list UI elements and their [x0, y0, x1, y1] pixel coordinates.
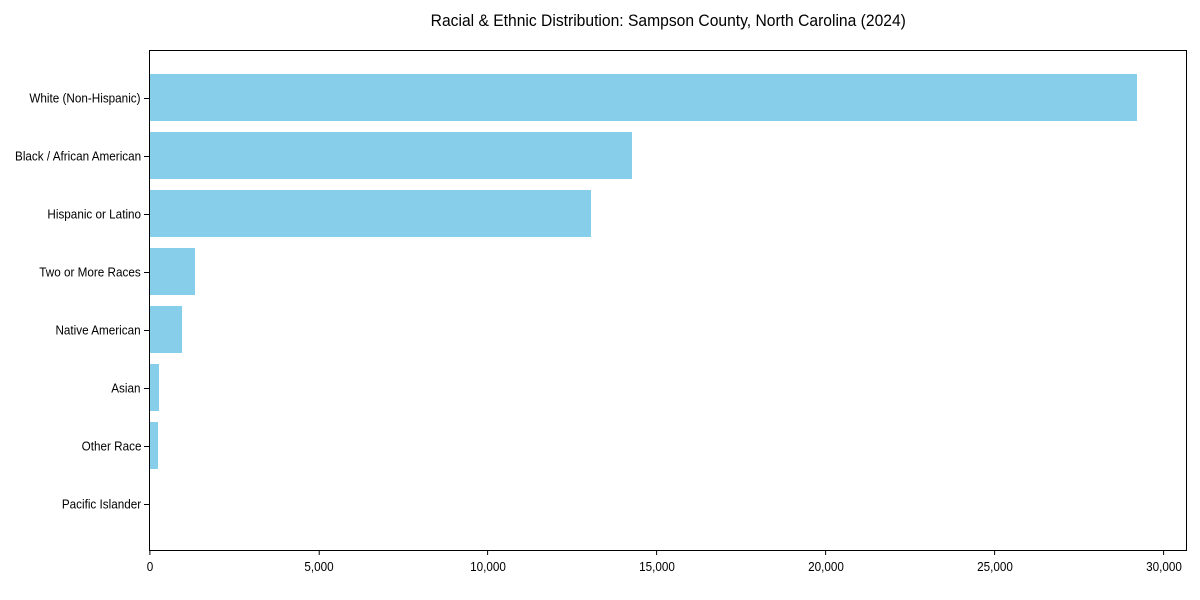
- x-axis-tick-label: 15,000: [638, 559, 675, 574]
- bar-rows: White (Non-Hispanic) Black / African Amer…: [15, 51, 1186, 550]
- x-axis-tick-mark: [1163, 550, 1165, 555]
- x-axis-tick: 10,000: [468, 550, 508, 574]
- bar: [150, 306, 182, 353]
- y-axis-label: Native American: [55, 322, 141, 337]
- y-axis-tick: [144, 445, 149, 447]
- y-axis-label: Pacific Islander: [61, 496, 141, 511]
- y-axis-tick: [144, 387, 149, 389]
- y-axis-label: White (Non-Hispanic): [29, 90, 141, 105]
- x-axis-tick-mark: [994, 550, 996, 555]
- bar-row: Asian: [112, 364, 1186, 411]
- x-axis-tick-mark: [149, 550, 151, 555]
- x-axis-tick: 20,000: [806, 550, 846, 574]
- plot-area: White (Non-Hispanic) Black / African Amer…: [15, 50, 1187, 574]
- bar: [150, 364, 159, 411]
- y-axis-tick: [144, 329, 149, 331]
- x-axis-tick: 15,000: [637, 550, 677, 574]
- x-axis-tick-mark: [487, 550, 489, 555]
- bar-row: White (Non-Hispanic): [30, 74, 1186, 121]
- bar-row: Hispanic or Latino: [47, 190, 1186, 237]
- y-axis-label: Other Race: [81, 438, 141, 453]
- x-axis-tick-label: 0: [146, 559, 154, 574]
- bar-row: Other Race: [81, 422, 1186, 469]
- y-axis-label: Asian: [111, 380, 141, 395]
- x-axis-tick: 30,000: [1144, 550, 1184, 574]
- x-axis-tick-mark: [656, 550, 658, 555]
- y-axis-tick: [144, 155, 149, 157]
- y-axis-tick: [144, 213, 149, 215]
- bar-row: Native American: [56, 306, 1186, 353]
- y-axis-tick: [144, 97, 149, 99]
- x-axis-tick-mark: [318, 550, 320, 555]
- chart-title: Racial & Ethnic Distribution: Sampson Co…: [430, 11, 906, 30]
- x-axis-ticks: 0 5,000 10,000 15,000 20,000 25,000 30,000: [147, 550, 1186, 592]
- bar-row: Two or More Races: [40, 248, 1186, 295]
- x-axis-tick-label: 10,000: [469, 559, 506, 574]
- y-axis-tick: [144, 503, 149, 505]
- bar-row: Pacific Islander: [62, 480, 1186, 527]
- bar: [150, 422, 158, 469]
- x-axis-tick-label: 25,000: [976, 559, 1013, 574]
- x-axis-tick-label: 30,000: [1145, 559, 1182, 574]
- x-axis-tick: 5,000: [303, 550, 336, 574]
- chart-title-row: Racial & Ethnic Distribution: Sampson Co…: [149, 11, 1187, 31]
- y-axis-label: Hispanic or Latino: [47, 206, 141, 221]
- bar: [150, 74, 1137, 121]
- x-axis-tick-mark: [825, 550, 827, 555]
- bar: [150, 190, 592, 237]
- x-axis-tick: 25,000: [975, 550, 1015, 574]
- y-axis-label: Black / African American: [14, 148, 141, 163]
- bar-row: Black / African American: [15, 132, 1186, 179]
- bar: [150, 248, 195, 295]
- x-axis-tick: 0: [146, 550, 153, 574]
- y-axis-tick: [144, 271, 149, 273]
- y-axis-label: Two or More Races: [39, 264, 141, 279]
- bar: [150, 132, 633, 179]
- x-axis-tick-label: 5,000: [304, 559, 334, 574]
- x-axis-tick-label: 20,000: [807, 559, 844, 574]
